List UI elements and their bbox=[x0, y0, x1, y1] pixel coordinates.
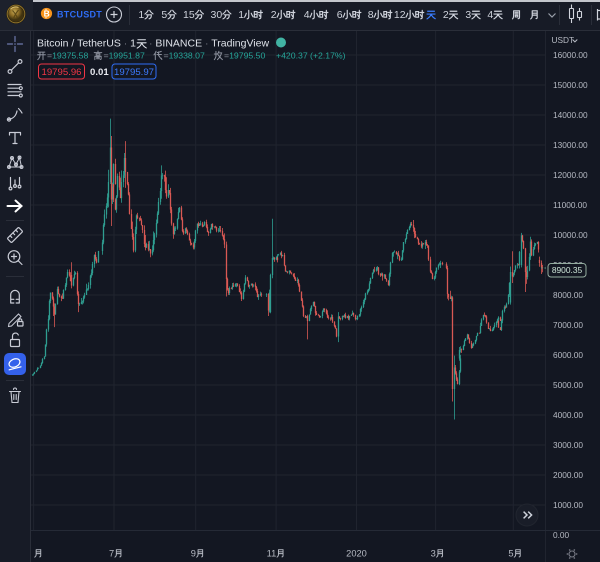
svg-text:14000.00: 14000.00 bbox=[553, 110, 588, 120]
svg-text:6: 6 bbox=[337, 9, 343, 21]
svg-text:B: B bbox=[44, 9, 50, 19]
svg-text:30: 30 bbox=[211, 9, 223, 21]
svg-text:1000.00: 1000.00 bbox=[553, 500, 583, 510]
svg-text:19795.97: 19795.97 bbox=[114, 67, 154, 78]
svg-text:4000.00: 4000.00 bbox=[553, 410, 583, 420]
svg-text:16000.00: 16000.00 bbox=[553, 50, 588, 60]
svg-text:=19795.50: =19795.50 bbox=[224, 51, 265, 61]
svg-text:2: 2 bbox=[271, 9, 277, 21]
svg-text:6000.00: 6000.00 bbox=[553, 350, 583, 360]
svg-text:5: 5 bbox=[161, 9, 167, 21]
svg-text:8000.00: 8000.00 bbox=[553, 290, 583, 300]
svg-text:0.00: 0.00 bbox=[553, 530, 570, 540]
svg-text:12: 12 bbox=[394, 9, 406, 21]
svg-text:12000.00: 12000.00 bbox=[553, 170, 588, 180]
svg-text:USDT: USDT bbox=[552, 35, 575, 45]
svg-text:1: 1 bbox=[138, 9, 144, 21]
svg-text:11000.00: 11000.00 bbox=[553, 200, 587, 210]
svg-text:· BINANCE · TradingView: · BINANCE · TradingView bbox=[149, 38, 269, 50]
svg-text:3: 3 bbox=[465, 9, 471, 21]
svg-text:9: 9 bbox=[191, 549, 196, 559]
svg-text:4: 4 bbox=[304, 9, 310, 21]
svg-text:4: 4 bbox=[487, 9, 493, 21]
svg-text:11: 11 bbox=[267, 549, 277, 559]
svg-text:=19951.87: =19951.87 bbox=[104, 51, 145, 61]
svg-text:8900.35: 8900.35 bbox=[552, 265, 583, 275]
svg-text:2000.00: 2000.00 bbox=[553, 470, 583, 480]
svg-text:13000.00: 13000.00 bbox=[553, 140, 588, 150]
svg-text:15: 15 bbox=[183, 9, 195, 21]
svg-text:19795.96: 19795.96 bbox=[41, 67, 81, 78]
svg-text:2020: 2020 bbox=[346, 549, 367, 559]
svg-text:5000.00: 5000.00 bbox=[553, 380, 583, 390]
svg-text:5: 5 bbox=[508, 549, 513, 559]
svg-text:10000.00: 10000.00 bbox=[553, 230, 588, 240]
svg-text:3000.00: 3000.00 bbox=[553, 440, 583, 450]
svg-text:0.01: 0.01 bbox=[90, 67, 109, 78]
svg-text:8: 8 bbox=[368, 9, 374, 21]
svg-text:=19338.07: =19338.07 bbox=[164, 51, 205, 61]
svg-text:+420.37 (+2.17%): +420.37 (+2.17%) bbox=[276, 51, 346, 61]
svg-text:7000.00: 7000.00 bbox=[553, 320, 583, 330]
svg-text:3: 3 bbox=[431, 549, 436, 559]
svg-text:2: 2 bbox=[443, 9, 449, 21]
svg-text:BTCUSDT: BTCUSDT bbox=[57, 10, 102, 20]
svg-text:Bitcoin / TetherUS · 1: Bitcoin / TetherUS · 1 bbox=[37, 38, 136, 50]
svg-text:1: 1 bbox=[238, 9, 244, 21]
svg-text:15000.00: 15000.00 bbox=[553, 80, 588, 90]
svg-text:=19375.58: =19375.58 bbox=[47, 51, 88, 61]
svg-text:7: 7 bbox=[109, 549, 114, 559]
